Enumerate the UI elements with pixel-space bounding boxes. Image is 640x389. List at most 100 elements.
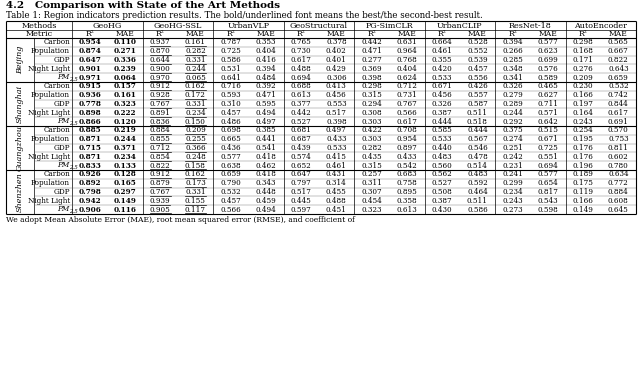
Text: 0.323: 0.323	[113, 100, 136, 108]
Text: 0.541: 0.541	[255, 144, 276, 152]
Text: 2.5: 2.5	[70, 165, 78, 170]
Text: 0.552: 0.552	[467, 47, 488, 55]
Text: 0.255: 0.255	[185, 135, 205, 143]
Text: 0.416: 0.416	[255, 56, 276, 64]
Text: UrbanCLIP: UrbanCLIP	[437, 21, 483, 30]
Text: 0.942: 0.942	[78, 197, 101, 205]
Text: R²: R²	[85, 30, 94, 38]
Text: GeoHG: GeoHG	[93, 21, 122, 30]
Text: MAE: MAE	[186, 30, 205, 38]
Text: 0.274: 0.274	[502, 135, 523, 143]
Text: 0.577: 0.577	[538, 39, 558, 46]
Text: 0.780: 0.780	[608, 161, 628, 170]
Text: GeoHG-SSL: GeoHG-SSL	[154, 21, 202, 30]
Text: 0.767: 0.767	[397, 100, 417, 108]
Text: 0.387: 0.387	[432, 197, 452, 205]
Text: 0.597: 0.597	[291, 206, 312, 214]
Text: 0.254: 0.254	[573, 126, 593, 135]
Text: 0.435: 0.435	[362, 153, 382, 161]
Text: 0.892: 0.892	[78, 179, 101, 187]
Text: 0.753: 0.753	[608, 135, 628, 143]
Text: 0.117: 0.117	[185, 206, 206, 214]
Text: Methods: Methods	[21, 21, 57, 30]
Text: PM: PM	[57, 117, 69, 125]
Text: Night Light: Night Light	[28, 153, 70, 161]
Text: 0.497: 0.497	[255, 117, 276, 126]
Text: 0.879: 0.879	[150, 179, 170, 187]
Text: 0.638: 0.638	[220, 161, 241, 170]
Text: 0.884: 0.884	[150, 126, 170, 135]
Text: 0.517: 0.517	[326, 109, 347, 117]
Text: 0.110: 0.110	[113, 39, 136, 46]
Text: 0.871: 0.871	[78, 153, 101, 161]
Text: 0.885: 0.885	[78, 126, 101, 135]
Text: 0.577: 0.577	[220, 153, 241, 161]
Text: PM: PM	[57, 161, 69, 169]
Text: 0.822: 0.822	[608, 56, 628, 64]
Text: 0.592: 0.592	[467, 179, 488, 187]
Text: 0.900: 0.900	[150, 65, 170, 73]
Text: 0.456: 0.456	[326, 91, 347, 99]
Text: 0.511: 0.511	[467, 197, 488, 205]
Text: 0.725: 0.725	[538, 144, 558, 152]
Text: 0.369: 0.369	[362, 65, 382, 73]
Text: 0.164: 0.164	[573, 109, 593, 117]
Text: 0.418: 0.418	[255, 170, 276, 179]
Text: 0.298: 0.298	[573, 39, 593, 46]
Text: 0.161: 0.161	[113, 91, 136, 99]
Text: Population: Population	[31, 135, 70, 143]
Text: 0.230: 0.230	[573, 82, 593, 90]
Text: 0.157: 0.157	[113, 82, 136, 90]
Text: 0.671: 0.671	[432, 82, 452, 90]
Text: 0.398: 0.398	[362, 74, 382, 82]
Text: 0.912: 0.912	[150, 82, 171, 90]
Text: 0.315: 0.315	[361, 161, 382, 170]
Text: 0.116: 0.116	[113, 206, 136, 214]
Text: 0.687: 0.687	[291, 135, 312, 143]
Text: MAE: MAE	[327, 30, 346, 38]
Text: 0.901: 0.901	[78, 65, 101, 73]
Text: 0.778: 0.778	[78, 100, 101, 108]
Text: 0.562: 0.562	[432, 170, 452, 179]
Text: 0.716: 0.716	[220, 82, 241, 90]
Text: 0.387: 0.387	[432, 109, 452, 117]
Text: 0.366: 0.366	[185, 144, 205, 152]
Text: 0.307: 0.307	[362, 188, 382, 196]
Text: 0.954: 0.954	[78, 39, 101, 46]
Text: 0.681: 0.681	[291, 126, 312, 135]
Text: 0.970: 0.970	[150, 74, 170, 82]
Text: 0.494: 0.494	[255, 206, 276, 214]
Text: R²: R²	[367, 30, 376, 38]
Text: 0.336: 0.336	[113, 56, 136, 64]
Text: 0.874: 0.874	[78, 47, 101, 55]
Text: 0.566: 0.566	[397, 109, 417, 117]
Text: 0.326: 0.326	[432, 100, 452, 108]
Text: MAE: MAE	[257, 30, 275, 38]
Text: 0.166: 0.166	[573, 91, 593, 99]
Text: Guangzhou: Guangzhou	[16, 125, 24, 171]
Text: 0.912: 0.912	[150, 170, 171, 179]
Text: GeoStructural: GeoStructural	[290, 21, 348, 30]
Text: 0.168: 0.168	[573, 47, 593, 55]
Text: 0.394: 0.394	[502, 39, 523, 46]
Text: 0.311: 0.311	[361, 179, 382, 187]
Text: 0.906: 0.906	[78, 206, 101, 214]
Text: 0.725: 0.725	[220, 47, 241, 55]
Text: 0.343: 0.343	[255, 179, 276, 187]
Text: 0.371: 0.371	[113, 144, 136, 152]
Text: 0.508: 0.508	[432, 188, 452, 196]
Text: 0.571: 0.571	[538, 109, 558, 117]
Text: 0.209: 0.209	[573, 74, 593, 82]
Text: 0.222: 0.222	[113, 109, 136, 117]
Text: Shenzhen: Shenzhen	[16, 172, 24, 212]
Text: 0.323: 0.323	[362, 206, 382, 214]
Text: ResNet-18: ResNet-18	[509, 21, 552, 30]
Text: 0.418: 0.418	[255, 153, 276, 161]
Text: 0.189: 0.189	[573, 170, 593, 179]
Text: 0.528: 0.528	[467, 39, 488, 46]
Text: 0.608: 0.608	[608, 197, 628, 205]
Text: 0.231: 0.231	[502, 161, 523, 170]
Text: 0.617: 0.617	[291, 56, 312, 64]
Text: 0.441: 0.441	[255, 135, 276, 143]
Text: 0.244: 0.244	[502, 109, 523, 117]
